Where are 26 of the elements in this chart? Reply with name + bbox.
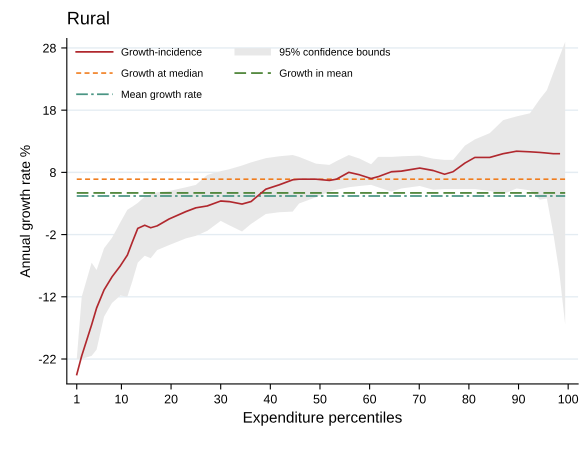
x-axis-title: Expenditure percentiles [244,412,402,426]
y-axis-title: Annual growth rate % [20,145,33,278]
legend-label: Growth in mean [280,69,352,77]
y-tick-label: 18 [43,106,56,115]
annotation: 95% confidence bounds [280,48,390,56]
y-tick-label: -2 [46,230,56,240]
x-tick-label: 40 [264,394,277,404]
x-tick-label: 20 [164,394,178,404]
x-tick-label: 70 [412,394,426,404]
y-tick-label: 8 [50,168,56,178]
x-tick-label: 30 [214,394,228,404]
legend-label: Growth-incidence [122,48,202,56]
x-tick-label: 100 [558,394,578,404]
x-tick-label: 1 [74,394,80,404]
legend-label: Growth at median [122,69,203,77]
line-series [76,150,560,376]
y-tick-label: 28 [43,44,56,53]
x-tick-label: 90 [512,394,525,404]
chart-title: Rural [68,11,109,24]
legend-label: Mean growth rate [122,90,202,100]
y-tick-label: -12 [38,292,56,302]
x-tick-label: 50 [314,394,326,404]
x-tick-label: 60 [363,394,376,404]
x-tick-label: 80 [462,394,476,404]
y-tick-label: -22 [38,354,56,364]
x-tick-label: 10 [115,394,128,404]
